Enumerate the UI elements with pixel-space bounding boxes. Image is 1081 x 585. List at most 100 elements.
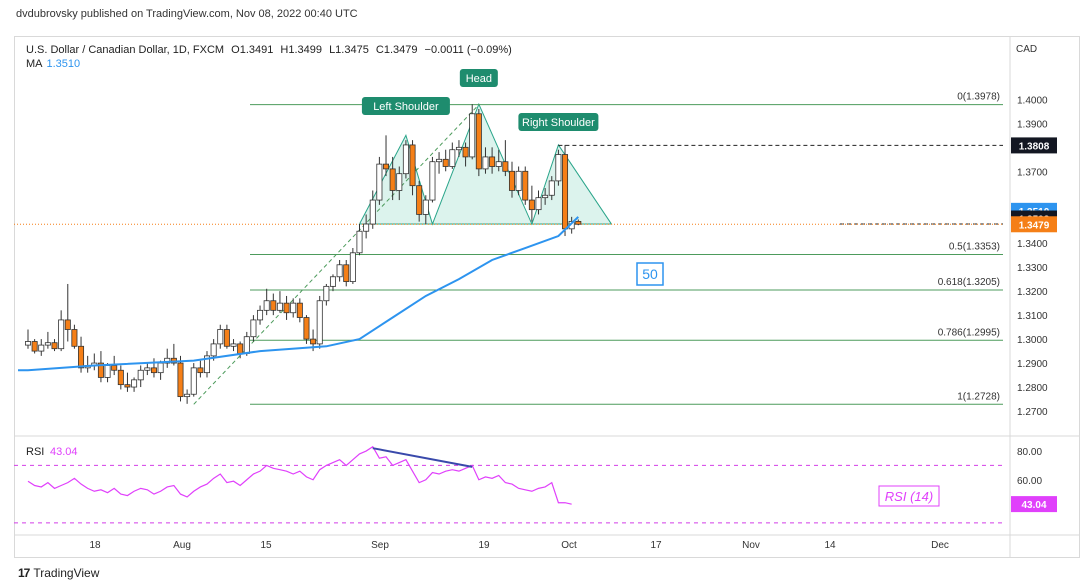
candle-body <box>104 365 111 378</box>
time-tick-label: 18 <box>89 540 101 551</box>
time-tick-label: Nov <box>742 540 760 551</box>
candle-body <box>24 341 31 346</box>
brand-name: TradingView <box>33 566 100 580</box>
rsi-tick-label: 60.00 <box>1017 476 1042 487</box>
time-tick-label: 15 <box>260 540 272 551</box>
pattern-label-box <box>459 69 498 87</box>
price-tick-label: 1.2700 <box>1017 407 1048 418</box>
candle-body <box>111 365 118 371</box>
time-tick-label: Oct <box>561 540 577 551</box>
publisher-line: dvdubrovsky published on TradingView.com… <box>16 8 358 20</box>
candle-body <box>144 367 151 371</box>
time-tick-label: Aug <box>173 540 191 551</box>
candle-body <box>257 309 264 321</box>
candle-body <box>131 379 138 388</box>
fib-label: 0(1.3978) <box>957 92 1000 103</box>
candle-body <box>296 302 303 318</box>
price-badge <box>1011 216 1057 233</box>
rsi-badge <box>1011 496 1057 513</box>
low-value: L1.3475 <box>329 44 369 56</box>
price-tick-label: 1.2800 <box>1017 383 1048 394</box>
candle-body <box>409 144 416 187</box>
candle-body <box>469 113 476 158</box>
candle-body <box>542 194 549 199</box>
open-value: O1.3491 <box>231 44 274 56</box>
candle-body <box>329 276 336 287</box>
candle-body <box>117 369 124 386</box>
trend-line <box>193 104 480 405</box>
candle-body <box>316 300 323 345</box>
candle-body <box>323 285 330 302</box>
candle-body <box>157 362 164 374</box>
candle-body <box>396 173 403 191</box>
price-tick-label: 1.2900 <box>1017 359 1048 370</box>
candle-body <box>508 170 515 191</box>
fib-label: 0.618(1.3205) <box>938 277 1000 288</box>
candle-body <box>562 154 569 230</box>
time-tick-label: Sep <box>371 540 389 551</box>
candle-body <box>389 168 396 191</box>
currency-label: CAD <box>1016 44 1037 55</box>
candle-body <box>495 161 502 167</box>
fib-label: 1(1.2728) <box>957 391 1000 402</box>
candle-body <box>502 161 509 172</box>
fib-label: 0.786(1.2995) <box>938 327 1000 338</box>
time-tick-label: 17 <box>650 540 662 551</box>
labels-layer: 0(1.3978) 0.5(1.3353) 0.618(1.3205) 0.786(1… <box>361 69 1000 402</box>
ma-period-label: 50 <box>642 266 658 282</box>
candle-body <box>555 154 562 182</box>
close-value: C1.3479 <box>375 44 418 56</box>
symbol-legend: U.S. Dollar / Canadian Dollar, 1D, FXCM … <box>26 44 516 56</box>
candle-body <box>402 144 409 175</box>
candle-body <box>58 319 65 350</box>
time-tick-label: 19 <box>478 540 490 551</box>
rsi-line <box>27 445 572 505</box>
candle-body <box>243 336 250 354</box>
high-value: H1.3499 <box>280 44 322 56</box>
candle-body <box>124 384 131 388</box>
candle-body <box>276 302 283 311</box>
pattern-label: Left Shoulder <box>373 101 439 113</box>
candle-body <box>290 302 297 314</box>
candle-body <box>38 344 45 352</box>
candle-body <box>436 158 443 163</box>
candle-body <box>429 161 436 201</box>
candle-body <box>356 230 363 254</box>
axis-layer: 1.2700 1.2800 1.2900 1.3000 1.3100 1.3200 1.33… <box>89 44 1057 551</box>
candle-body <box>137 369 144 381</box>
price-tick-label: 1.3700 <box>1017 167 1048 178</box>
pattern-label-box <box>361 97 450 115</box>
ma-layer: 50 <box>18 216 664 372</box>
candle-body <box>263 300 270 311</box>
price-badge <box>1011 137 1057 154</box>
candle-body <box>197 367 204 374</box>
rsi-legend-value: 43.04 <box>50 446 78 458</box>
candle-body <box>462 146 469 158</box>
candle-body <box>223 329 230 347</box>
candle-body <box>515 170 522 191</box>
rsi-divergence-line <box>372 447 473 468</box>
ma-line <box>18 216 579 372</box>
candle-body <box>190 367 197 395</box>
candle-body <box>71 329 78 347</box>
candle-body <box>78 345 85 369</box>
candle-body <box>349 252 356 282</box>
candle-body <box>528 199 535 211</box>
tradingview-brand[interactable]: 17 TradingView <box>18 566 99 580</box>
candle-body <box>217 329 224 345</box>
candle-body <box>336 264 343 278</box>
rsi-title-box <box>878 485 940 507</box>
candle-body <box>522 170 529 201</box>
candle-body <box>164 357 171 364</box>
candle-body <box>416 185 423 215</box>
candle-body <box>489 156 496 167</box>
rsi-legend-label: RSI <box>26 446 44 458</box>
candle-body <box>210 343 217 357</box>
price-badge-label: 1.3808 <box>1019 141 1050 152</box>
time-tick-label: 14 <box>824 540 836 551</box>
rsi-title: RSI (14) <box>885 489 933 504</box>
candle-body <box>376 163 383 201</box>
pattern-label-box <box>518 113 599 131</box>
price-badge-label: 1.3479 <box>1019 220 1050 231</box>
